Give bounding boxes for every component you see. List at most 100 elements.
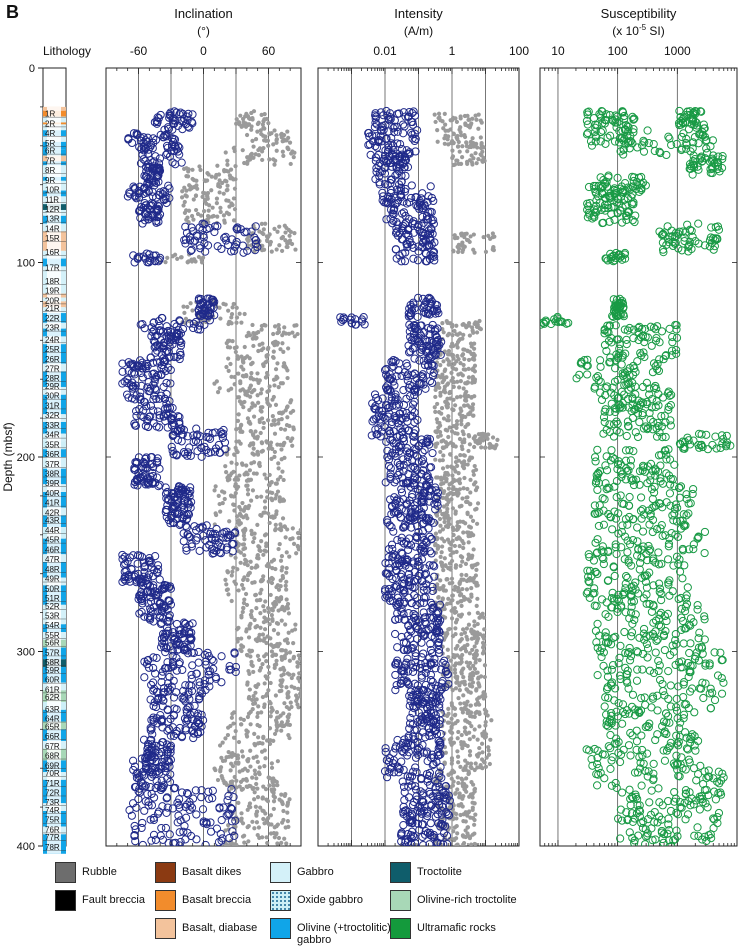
data-point bbox=[471, 156, 475, 160]
data-point bbox=[483, 675, 487, 679]
data-point bbox=[253, 429, 257, 433]
data-point bbox=[483, 723, 487, 727]
data-point bbox=[442, 504, 446, 508]
data-point bbox=[242, 601, 246, 605]
data-point bbox=[279, 447, 283, 451]
data-point bbox=[266, 347, 270, 351]
data-point bbox=[268, 473, 272, 477]
data-point bbox=[468, 478, 472, 482]
data-point bbox=[244, 513, 248, 517]
data-point bbox=[458, 639, 462, 643]
data-point bbox=[268, 404, 272, 408]
data-point bbox=[248, 801, 252, 805]
data-point bbox=[456, 145, 460, 149]
data-point bbox=[286, 819, 290, 823]
data-point bbox=[441, 126, 445, 130]
data-point bbox=[285, 129, 289, 133]
data-point bbox=[275, 621, 279, 625]
data-point bbox=[462, 459, 466, 463]
data-point bbox=[467, 412, 471, 416]
data-point bbox=[248, 687, 252, 691]
data-point bbox=[465, 114, 469, 118]
data-point bbox=[266, 418, 270, 422]
data-point bbox=[286, 715, 290, 719]
data-point bbox=[279, 578, 283, 582]
data-point bbox=[250, 820, 254, 824]
data-point bbox=[286, 436, 290, 440]
data-point bbox=[461, 464, 465, 468]
data-point bbox=[258, 146, 262, 150]
data-point bbox=[270, 789, 274, 793]
data-point bbox=[165, 256, 169, 260]
data-point bbox=[285, 376, 289, 380]
data-point bbox=[218, 190, 222, 194]
data-point bbox=[436, 426, 440, 430]
data-point bbox=[456, 601, 460, 605]
data-point bbox=[451, 492, 455, 496]
data-point bbox=[255, 820, 259, 824]
data-point bbox=[468, 333, 472, 337]
data-point bbox=[247, 626, 251, 630]
data-point bbox=[244, 484, 248, 488]
data-point bbox=[226, 339, 230, 343]
data-point bbox=[477, 616, 481, 620]
data-point bbox=[183, 193, 187, 197]
data-point bbox=[453, 675, 457, 679]
data-point bbox=[464, 500, 468, 504]
data-point bbox=[242, 841, 246, 845]
data-point bbox=[221, 302, 225, 306]
data-point bbox=[280, 619, 284, 623]
data-point bbox=[457, 803, 461, 807]
data-point bbox=[153, 777, 160, 784]
data-point bbox=[285, 415, 289, 419]
data-point bbox=[465, 700, 469, 704]
data-point bbox=[478, 441, 482, 445]
data-point bbox=[462, 598, 466, 602]
data-point bbox=[211, 206, 215, 210]
data-point bbox=[239, 561, 243, 565]
data-point bbox=[273, 418, 277, 422]
data-point bbox=[275, 443, 279, 447]
data-point bbox=[277, 323, 281, 327]
data-point bbox=[254, 152, 258, 156]
data-point bbox=[256, 544, 260, 548]
data-point bbox=[451, 249, 455, 253]
data-point bbox=[276, 583, 280, 587]
data-point bbox=[228, 362, 232, 366]
data-point bbox=[454, 661, 458, 665]
data-point bbox=[465, 144, 469, 148]
data-point bbox=[284, 366, 288, 370]
data-point bbox=[454, 158, 458, 162]
data-point bbox=[414, 313, 421, 320]
data-point bbox=[474, 761, 478, 765]
data-point bbox=[482, 235, 486, 239]
data-point bbox=[452, 706, 456, 710]
data-point bbox=[248, 749, 252, 753]
data-point bbox=[461, 768, 465, 772]
data-point bbox=[290, 149, 294, 153]
data-point bbox=[433, 112, 437, 116]
data-point bbox=[239, 722, 243, 726]
data-point bbox=[234, 350, 238, 354]
data-point bbox=[276, 421, 280, 425]
data-point bbox=[427, 183, 434, 190]
data-point bbox=[238, 114, 242, 118]
data-point bbox=[270, 613, 274, 617]
data-point bbox=[465, 831, 469, 835]
data-point bbox=[452, 655, 456, 659]
data-point bbox=[446, 707, 450, 711]
data-point bbox=[461, 794, 465, 798]
data-point bbox=[438, 118, 442, 122]
data-point bbox=[280, 800, 284, 804]
data-point bbox=[438, 524, 442, 528]
data-point bbox=[223, 736, 227, 740]
data-point bbox=[248, 395, 252, 399]
data-point bbox=[284, 535, 288, 539]
data-point bbox=[443, 112, 447, 116]
data-point bbox=[467, 434, 471, 438]
data-point bbox=[468, 442, 472, 446]
data-point bbox=[460, 778, 464, 782]
data-point bbox=[452, 533, 456, 537]
data-point bbox=[444, 477, 448, 481]
